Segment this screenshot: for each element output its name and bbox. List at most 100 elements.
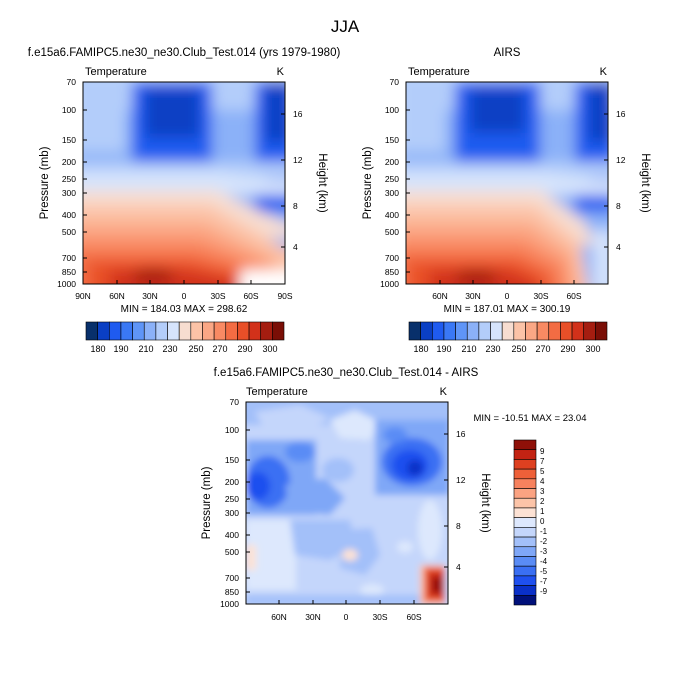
colorbar-swatch: [248, 321, 262, 341]
colorbar-label: -7: [540, 577, 548, 586]
y-tick-label: 850: [225, 587, 239, 597]
panel-model-y-axis-title: Pressure (mb): [39, 146, 51, 219]
colorbar-swatch: [108, 321, 122, 341]
colorbar-swatch: [595, 321, 608, 341]
colorbar-label: 270: [535, 344, 550, 354]
panel-airs-y2-axis-title: Height (km): [639, 153, 651, 213]
colorbar-swatch: [583, 321, 596, 341]
colorbar-label: 9: [540, 447, 545, 456]
panel-diff-colorbar-labels: 9 7 5 4 3 2 1 0 -1 -2 -3 -4 -5 -7 -9: [540, 447, 548, 596]
panel-airs-y-axis: 70 100 150 200 250 300 400 500 700 850 1…: [380, 77, 410, 289]
x-tick-label: 30N: [305, 612, 321, 622]
x-tick-label: 60S: [566, 291, 581, 301]
colorbar-swatch: [143, 321, 157, 341]
y-tick-label: 500: [62, 227, 76, 237]
panel-airs-left-label: Temperature: [408, 66, 470, 78]
y-tick-label: 400: [225, 530, 239, 540]
y2-tick-label: 16: [293, 109, 303, 119]
colorbar-swatch: [190, 321, 203, 341]
x-tick-label: 0: [344, 612, 349, 622]
y2-tick-label: 12: [616, 155, 626, 165]
x-tick-label: 60N: [109, 291, 125, 301]
colorbar-swatch: [513, 536, 537, 548]
panel-model-x-axis: 90N 60N 30N 0 30S 60S 90S: [75, 280, 293, 301]
panel-diff-y-axis-title: Pressure (mb): [201, 466, 213, 539]
panel-diff-title: f.e15a6.FAMIPC5.ne30_ne30.Club_Test.014 …: [214, 367, 479, 379]
colorbar-swatch: [132, 321, 145, 341]
panel-diff: f.e15a6.FAMIPC5.ne30_ne30.Club_Test.014 …: [201, 367, 587, 622]
y-tick-label: 300: [62, 188, 76, 198]
colorbar-swatch: [225, 321, 238, 341]
panel-model-colorbar: [85, 321, 285, 341]
y-tick-label: 500: [225, 547, 239, 557]
colorbar-swatch: [536, 321, 550, 341]
colorbar-swatch: [513, 459, 537, 470]
x-tick-label: 60S: [243, 291, 258, 301]
colorbar-label: 190: [113, 344, 128, 354]
panel-diff-frame: [245, 401, 449, 605]
colorbar-swatch: [571, 321, 585, 341]
panel-diff-field: [246, 402, 448, 604]
y-tick-label: 300: [225, 508, 239, 518]
colorbar-swatch: [120, 321, 133, 341]
y-tick-label: 200: [225, 477, 239, 487]
colorbar-swatch: [513, 594, 537, 606]
panel-diff-colorbar: [513, 439, 537, 606]
y-tick-label: 1000: [220, 599, 239, 609]
panel-model-y2-axis-title: Height (km): [316, 153, 328, 213]
y2-tick-label: 8: [616, 201, 621, 211]
colorbar-swatch: [443, 321, 456, 341]
figure-title: JJA: [331, 17, 360, 36]
y-tick-label: 200: [385, 157, 399, 167]
colorbar-label: 5: [540, 467, 545, 476]
colorbar-swatch: [525, 321, 538, 341]
colorbar-swatch: [513, 556, 537, 567]
y-tick-label: 70: [230, 397, 240, 407]
colorbar-label: 250: [511, 344, 526, 354]
colorbar-label: 4: [540, 477, 545, 486]
colorbar-swatch: [466, 321, 480, 341]
colorbar-swatch: [167, 321, 180, 341]
colorbar-swatch: [272, 321, 285, 341]
colorbar-swatch: [202, 321, 215, 341]
x-tick-label: 30S: [210, 291, 225, 301]
panel-airs-y2-axis: 16 12 8 4: [604, 109, 626, 252]
colorbar-label: 3: [540, 487, 545, 496]
panel-model-y-axis: 70 100 150 200 250 300 400 500 700 850 1…: [57, 77, 87, 289]
colorbar-label: 210: [461, 344, 476, 354]
colorbar-swatch: [97, 321, 110, 341]
panel-airs: AIRS Temperature K: [362, 47, 651, 354]
y-tick-label: 70: [390, 77, 400, 87]
colorbar-label: 290: [560, 344, 575, 354]
y-tick-label: 400: [385, 210, 399, 220]
colorbar-swatch: [560, 321, 573, 341]
x-tick-label: 30S: [533, 291, 548, 301]
y-tick-label: 100: [385, 105, 399, 115]
colorbar-swatch: [513, 439, 537, 451]
panel-airs-title: AIRS: [494, 47, 521, 59]
colorbar-swatch: [155, 321, 168, 341]
colorbar-label: -3: [540, 547, 548, 556]
y2-tick-label: 4: [293, 242, 298, 252]
colorbar-swatch: [260, 321, 273, 341]
panel-model-min-max: MIN = 184.03 MAX = 298.62: [121, 304, 248, 315]
colorbar-swatch: [513, 517, 537, 528]
panel-diff-y-axis: 70 100 150 200 250 300 400 500 700 850 1…: [220, 397, 250, 609]
x-tick-label: 0: [505, 291, 510, 301]
colorbar-swatch: [513, 585, 537, 596]
colorbar-label: -2: [540, 537, 548, 546]
colorbar-swatch: [548, 321, 561, 341]
colorbar-label: 290: [237, 344, 252, 354]
panel-model-field: [83, 82, 285, 284]
colorbar-swatch: [513, 527, 537, 538]
x-tick-label: 60N: [432, 291, 448, 301]
colorbar-label: 300: [262, 344, 277, 354]
y-tick-label: 850: [385, 267, 399, 277]
y-tick-label: 150: [385, 135, 399, 145]
panel-airs-x-axis: 60N 30N 0 30S 60S: [432, 280, 582, 301]
panel-diff-min-max: MIN = -10.51 MAX = 23.04: [473, 413, 586, 424]
colorbar-swatch: [408, 321, 421, 341]
panel-diff-y2-axis-title: Height (km): [479, 473, 491, 533]
x-tick-label: 30N: [465, 291, 481, 301]
y-tick-label: 100: [62, 105, 76, 115]
